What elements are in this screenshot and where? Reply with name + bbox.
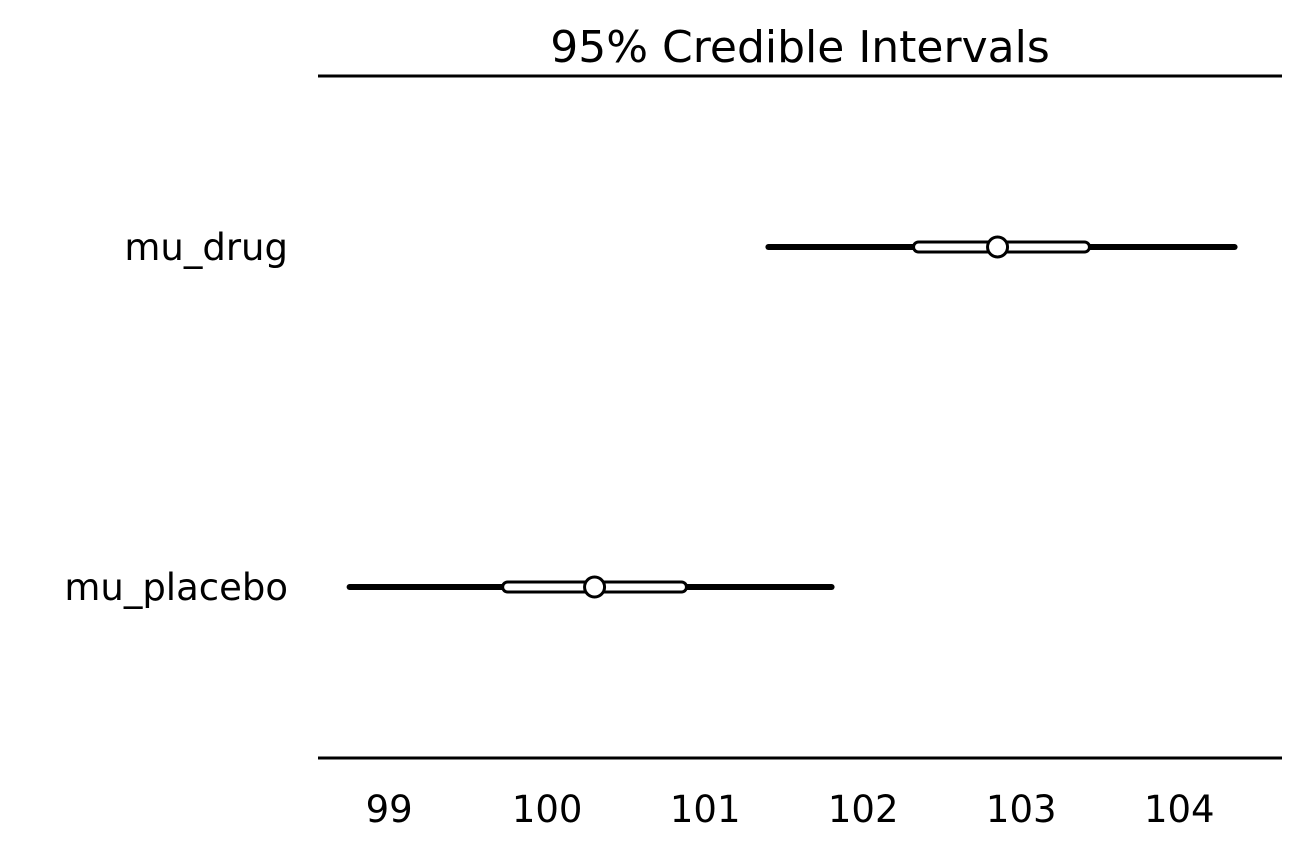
x-tick-label: 99 <box>366 788 413 831</box>
x-tick-label: 104 <box>1144 788 1215 831</box>
x-tick-label: 101 <box>670 788 741 831</box>
x-axis-ticks: 99 100 101 102 103 104 <box>366 788 1215 831</box>
row-label: mu_drug <box>124 226 288 269</box>
chart-title: 95% Credible Intervals <box>550 22 1050 73</box>
interval-row: mu_placebo <box>64 566 835 609</box>
x-tick-label: 103 <box>986 788 1057 831</box>
interval-rows: mu_drug mu_placebo <box>64 226 1238 609</box>
row-label: mu_placebo <box>64 566 288 609</box>
median-marker <box>583 575 607 599</box>
median-marker <box>986 235 1010 259</box>
x-tick-label: 102 <box>828 788 899 831</box>
interval-row: mu_drug <box>124 226 1238 269</box>
x-tick-label: 100 <box>512 788 583 831</box>
